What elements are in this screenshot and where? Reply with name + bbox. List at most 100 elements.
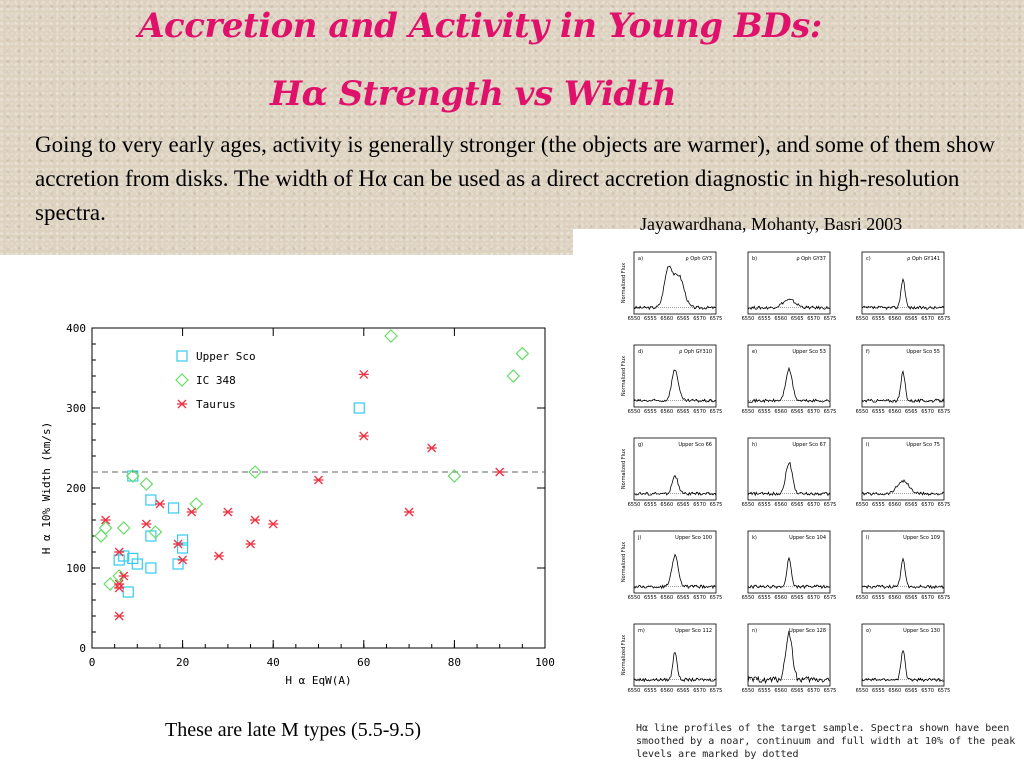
profile-xtick: 6555 (644, 688, 657, 694)
profile-xtick: 6560 (888, 595, 901, 601)
slide-title-line2: Hα Strength vs Width (270, 74, 677, 114)
profile-xtick: 6565 (791, 316, 804, 322)
profile-xtick: 6550 (628, 409, 641, 415)
profile-frame (633, 530, 717, 594)
profile-xtick: 6565 (905, 409, 918, 415)
profile-tag: c) (866, 256, 871, 262)
profile-xtick: 6560 (888, 316, 901, 322)
profile-xtick: 6570 (807, 409, 820, 415)
y-axis-label: H α 10% Width (km/s) (40, 422, 53, 554)
profile-xtick: 6555 (872, 595, 885, 601)
profile-line (633, 474, 717, 496)
profile-ylabel: Normalized Flux (621, 449, 627, 489)
profile-label: Upper Sco 100 (675, 535, 712, 541)
profile-xtick: 6575 (824, 595, 837, 601)
profile-panel: k) Upper Sco 104 6550 6555 6560 6565 6570 6575 (742, 530, 837, 601)
profile-line (747, 366, 831, 404)
profile-xtick: 6560 (660, 502, 673, 508)
profile-label: Upper Sco 104 (789, 535, 826, 541)
profile-xtick: 6555 (758, 316, 771, 322)
profile-xtick: 6560 (888, 502, 901, 508)
profile-xtick: 6560 (888, 409, 901, 415)
profile-xtick: 6565 (677, 688, 690, 694)
profile-label: Upper Sco 109 (903, 535, 940, 541)
x-tick-label: 20 (176, 656, 189, 669)
upper-sco-point (176, 350, 188, 362)
profile-xtick: 6550 (628, 502, 641, 508)
profile-xtick: 6550 (742, 688, 755, 694)
profile-xtick: 6560 (774, 688, 787, 694)
ic348-point (139, 477, 154, 491)
profile-xtick: 6550 (856, 502, 869, 508)
upper-sco-point (177, 542, 189, 554)
taurus-point (358, 431, 369, 441)
taurus-point (173, 539, 184, 549)
x-tick-label: 80 (448, 656, 461, 669)
profile-ylabel: Normalized Flux (621, 542, 627, 582)
x-tick-label: 40 (267, 656, 280, 669)
profile-xtick: 6555 (872, 502, 885, 508)
profile-xtick: 6575 (938, 316, 951, 322)
y-tick-label: 0 (79, 642, 86, 655)
profile-xtick: 6565 (905, 502, 918, 508)
profile-line (633, 265, 717, 311)
profile-xtick: 6550 (856, 595, 869, 601)
profile-label: Upper Sco 67 (792, 442, 826, 448)
profile-line (633, 553, 717, 590)
profile-label: Upper Sco 55 (906, 349, 940, 355)
profile-panel: c) ρ Oph GY141 6550 6555 6560 6565 6570 6575 (856, 251, 951, 322)
profile-label: ρ Oph GY141 (907, 256, 940, 262)
profile-tag: m) (638, 628, 645, 634)
profile-xtick: 6565 (791, 688, 804, 694)
taurus-point (114, 611, 125, 621)
x-axis-label: H α EqW(A) (285, 674, 351, 687)
profile-xtick: 6550 (856, 409, 869, 415)
profile-panel: e) Upper Sco 53 6550 6555 6560 6565 6570 6575 (742, 344, 836, 415)
profile-label: ρ Oph GY310 (679, 349, 712, 355)
profile-xtick: 6565 (905, 595, 918, 601)
intro-paragraph: Going to very early ages, activity is ge… (35, 132, 995, 225)
profile-label: Upper Sco 75 (906, 442, 940, 448)
profile-tag: a) (638, 256, 643, 262)
taurus-point (494, 467, 505, 477)
profile-xtick: 6575 (710, 502, 723, 508)
ic348-point (447, 469, 462, 483)
taurus-point (118, 571, 129, 581)
taurus-point (426, 443, 437, 453)
y-tick-label: 300 (66, 402, 86, 415)
profile-tag: b) (752, 256, 757, 262)
profile-line (633, 369, 717, 403)
profile-xtick: 6575 (938, 595, 951, 601)
profile-xtick: 6575 (824, 502, 837, 508)
profile-ylabel: Normalized Flux (621, 263, 627, 303)
profile-xtick: 6560 (660, 316, 673, 322)
profile-xtick: 6555 (758, 502, 771, 508)
upper-sco-point (122, 586, 134, 598)
profile-xtick: 6560 (660, 688, 673, 694)
legend-label: IC 348 (196, 374, 236, 387)
profile-tag: h) (752, 442, 757, 448)
profile-xtick: 6560 (888, 688, 901, 694)
profile-xtick: 6570 (693, 409, 706, 415)
upper-sco-point (177, 534, 189, 546)
profile-xtick: 6555 (872, 316, 885, 322)
profile-frame (747, 251, 831, 315)
profile-line (861, 479, 945, 496)
ic348-point (189, 497, 204, 511)
ic348-point (112, 569, 127, 583)
profile-xtick: 6555 (758, 688, 771, 694)
profile-panel: d) ρ Oph GY310 Normalized Flux 6550 6555 6560… (621, 344, 722, 415)
profile-tag: e) (752, 349, 757, 355)
profile-label: ρ Oph GY3 (686, 256, 713, 262)
profile-tag: o) (866, 628, 871, 634)
ic348-point (116, 521, 131, 535)
profile-xtick: 6570 (693, 316, 706, 322)
profile-xtick: 6560 (660, 595, 673, 601)
profile-tag: n) (752, 628, 757, 634)
profile-xtick: 6565 (677, 595, 690, 601)
taurus-point (177, 555, 188, 565)
profile-line (747, 630, 831, 685)
profile-frame (861, 251, 945, 315)
profile-panel: a) ρ Oph GY3 Normalized Flux 6550 6555 6560 65… (621, 251, 722, 322)
